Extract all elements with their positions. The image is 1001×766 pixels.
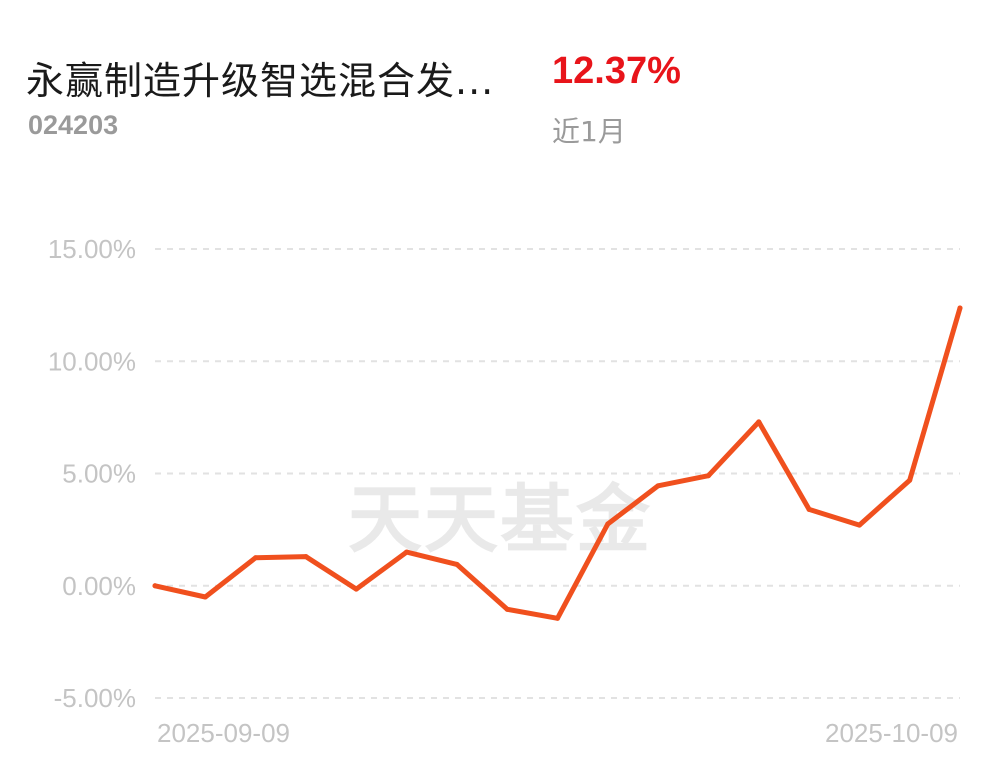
fund-name[interactable]: 永赢制造升级智选混合发... <box>26 59 495 103</box>
x-tick-label: 2025-09-09 <box>157 718 290 748</box>
fund-header: 永赢制造升级智选混合发... 024203 12.37% 近1月 <box>0 0 1001 160</box>
data-point <box>152 583 158 589</box>
data-point <box>756 419 762 425</box>
grid-lines <box>155 248 960 699</box>
y-tick-label: 5.00% <box>62 459 136 489</box>
data-point <box>907 477 913 483</box>
data-point <box>303 554 309 560</box>
data-point <box>655 483 661 489</box>
data-point <box>555 615 560 621</box>
data-point <box>253 555 259 561</box>
data-point <box>806 506 812 512</box>
data-point <box>504 606 510 612</box>
data-point <box>957 305 963 311</box>
data-point <box>856 522 862 528</box>
y-axis-ticks: 15.00% 10.00% 5.00% 0.00% -5.00% <box>48 234 136 713</box>
watermark-text: 天天基金 <box>348 477 652 563</box>
x-axis-ticks: 2025-09-09 2025-10-09 <box>157 718 958 748</box>
data-point <box>454 561 460 567</box>
data-point <box>605 521 611 527</box>
y-tick-label: 10.00% <box>48 346 136 376</box>
y-tick-label: -5.00% <box>54 683 136 713</box>
data-point <box>202 594 208 600</box>
series-line <box>152 305 963 621</box>
fund-code: 024203 <box>28 110 119 140</box>
x-tick-label: 2025-10-09 <box>825 718 958 748</box>
return-value: 12.37% <box>552 50 681 92</box>
y-tick-label: 0.00% <box>62 571 136 601</box>
data-point <box>705 473 711 479</box>
data-point <box>404 549 410 555</box>
series-layer <box>152 305 963 621</box>
data-point <box>353 586 359 592</box>
y-tick-label: 15.00% <box>48 234 136 264</box>
period-label[interactable]: 近1月 <box>552 115 626 148</box>
